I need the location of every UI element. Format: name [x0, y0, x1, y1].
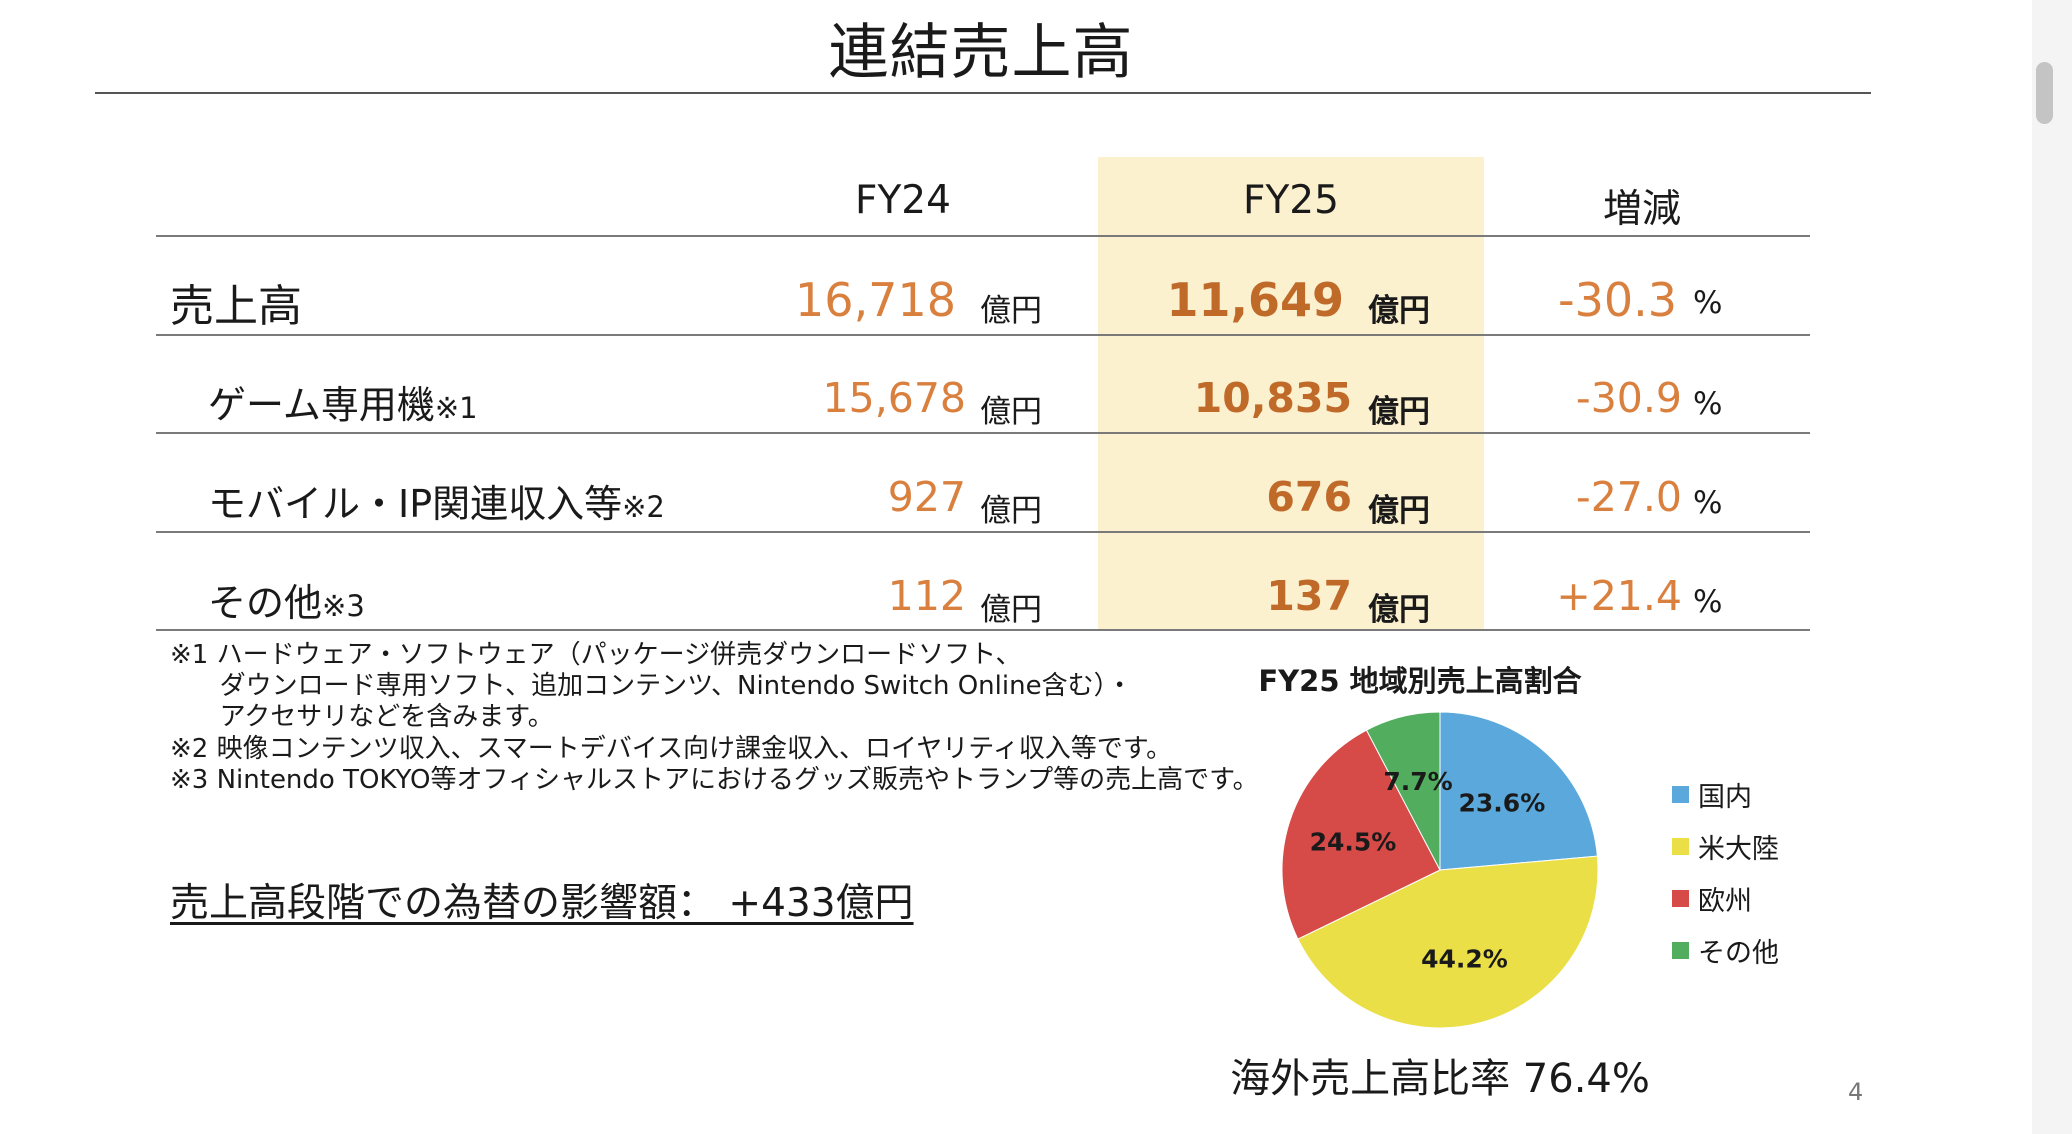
header-fy24: FY24	[855, 178, 951, 223]
pie-chart-title: FY25 地域別売上高割合	[1258, 664, 1582, 698]
footnote-line: ※2 映像コンテンツ収入、スマートデバイス向け課金収入、ロイヤリティ収入等です。	[170, 734, 1173, 764]
footnote-line: アクセサリなどを含みます。	[170, 702, 554, 732]
row-total-change-value: -30.3	[1557, 273, 1677, 327]
row-total-fy25-value: 11,649	[1166, 273, 1344, 327]
row-mobile-change-unit: %	[1693, 485, 1723, 521]
table-rule	[156, 531, 1810, 533]
legend-item: 欧州	[1672, 879, 1752, 918]
pie-legend: 国内米大陸欧州その他	[1672, 775, 1812, 975]
row-other-change-unit: %	[1693, 584, 1723, 620]
legend-item: その他	[1672, 931, 1779, 970]
row-total-fy24-unit: 億円	[980, 293, 1042, 329]
page-number: 4	[1848, 1078, 1864, 1106]
pie-slice-欧州	[1281, 729, 1441, 940]
legend-swatch	[1672, 838, 1689, 855]
pie-slice-米大陸	[1297, 855, 1599, 1029]
legend-swatch	[1672, 786, 1689, 803]
row-total-fy25-unit: 億円	[1368, 293, 1430, 329]
row-console-fy24-unit: 億円	[980, 394, 1042, 430]
table-rule	[156, 334, 1810, 336]
header-fy25: FY25	[1243, 178, 1339, 223]
table-rule	[156, 235, 1810, 237]
table-rule	[156, 432, 1810, 434]
legend-label: 欧州	[1698, 886, 1752, 917]
row-console-change-value: -30.9	[1575, 374, 1682, 422]
legend-swatch	[1672, 890, 1689, 907]
footnote-line: ※1 ハードウェア・ソフトウェア（パッケージ併売ダウンロードソフト、	[170, 640, 1022, 670]
row-mobile-fy24-value: 927	[887, 473, 966, 521]
row-other-fy25-value: 137	[1266, 572, 1352, 620]
row-other-fy25-unit: 億円	[1368, 592, 1430, 628]
pie-data-label: 7.7%	[1383, 767, 1452, 796]
header-change: 増減	[1602, 187, 1681, 232]
row-console-fy25-unit: 億円	[1368, 394, 1430, 430]
row-label-mobile-ip: モバイル・IP関連収入等※2	[208, 482, 665, 526]
pie-data-label: 24.5%	[1310, 827, 1397, 856]
footnote-marker: ※3	[322, 589, 365, 623]
legend-label: その他	[1698, 938, 1779, 969]
footnote-marker: ※2	[622, 490, 665, 524]
legend-label: 国内	[1698, 782, 1752, 813]
row-console-change-unit: %	[1693, 386, 1723, 422]
footnote-marker: ※1	[434, 391, 478, 425]
footnote-line: ※3 Nintendo TOKYO等オフィシャルストアにおけるグッズ販売やトラン…	[170, 765, 1259, 795]
row-mobile-fy25-value: 676	[1266, 473, 1352, 521]
legend-item: 米大陸	[1672, 827, 1779, 866]
row-console-fy25-value: 10,835	[1193, 374, 1352, 422]
row-label-other: その他※3	[208, 581, 365, 625]
fx-impact-text: 売上高段階での為替の影響額： +433億円	[170, 881, 914, 926]
row-other-fy24-value: 112	[887, 572, 966, 620]
row-mobile-fy25-unit: 億円	[1368, 493, 1430, 529]
footnote-line: ダウンロード専用ソフト、追加コンテンツ、Nintendo Switch Onli…	[170, 671, 1133, 701]
row-mobile-fy24-unit: 億円	[980, 493, 1042, 529]
legend-item: 国内	[1672, 775, 1752, 814]
table-rule	[156, 629, 1810, 631]
overseas-ratio: 海外売上高比率 76.4%	[1230, 1056, 1650, 1102]
page-title: 連結売上高	[828, 18, 1134, 88]
row-mobile-change-value: -27.0	[1575, 473, 1682, 521]
pie-slice-国内	[1439, 711, 1598, 871]
row-other-fy24-unit: 億円	[980, 592, 1042, 628]
legend-swatch	[1672, 942, 1689, 959]
scrollbar-track[interactable]	[2032, 0, 2072, 1134]
row-total-fy24-value: 16,718	[795, 273, 956, 327]
row-label-console: ゲーム専用機※1	[208, 383, 478, 427]
pie-data-label: 44.2%	[1421, 944, 1508, 973]
row-label-total: 売上高	[170, 281, 302, 332]
row-other-change-value: +21.4	[1556, 572, 1682, 620]
pie-slice-その他	[1365, 711, 1441, 871]
row-console-fy24-value: 15,678	[822, 374, 966, 422]
legend-label: 米大陸	[1698, 834, 1779, 865]
scrollbar-thumb[interactable]	[2036, 62, 2053, 124]
row-total-change-unit: %	[1693, 285, 1723, 321]
pie-data-label: 23.6%	[1459, 788, 1546, 817]
region-pie-chart: 23.6% 44.2% 24.5% 7.7%	[1281, 711, 1599, 1029]
title-divider	[95, 92, 1871, 94]
